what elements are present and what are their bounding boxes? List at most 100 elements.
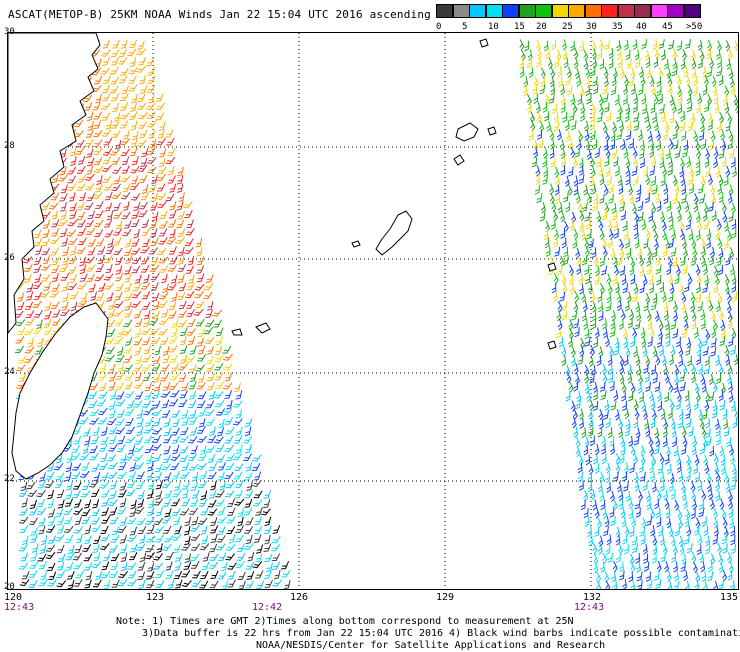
wind-barb <box>141 363 152 372</box>
wind-barb <box>724 274 730 286</box>
wind-barb <box>616 40 622 52</box>
wind-barb <box>110 148 120 156</box>
wind-barb <box>34 237 43 247</box>
wind-barb <box>559 291 566 302</box>
wind-barb <box>210 480 217 491</box>
wind-barb <box>48 202 59 210</box>
wind-barb <box>661 354 667 366</box>
wind-barb <box>73 499 82 508</box>
wind-barb <box>608 228 614 240</box>
wind-barb <box>176 175 184 185</box>
wind-barb <box>197 480 208 489</box>
wind-barb <box>205 363 215 372</box>
wind-barb <box>224 435 234 444</box>
wind-barb <box>19 578 30 587</box>
wind-barb <box>189 409 197 419</box>
wind-barb <box>146 525 155 534</box>
wind-barb <box>608 47 614 59</box>
wind-barb <box>37 553 47 562</box>
wind-barb <box>709 255 714 266</box>
wind-barb <box>152 300 160 311</box>
wind-barb <box>603 184 609 196</box>
wind-barb <box>236 553 246 561</box>
wind-barb <box>718 363 724 375</box>
note-line-1: Note: 1) Times are GMT 2)Times along bot… <box>116 616 574 627</box>
wind-barb <box>728 391 734 403</box>
wind-barb <box>707 173 713 186</box>
wind-barb <box>602 318 607 330</box>
wind-barb <box>138 121 148 129</box>
wind-barb <box>122 328 132 336</box>
wind-barb <box>151 443 162 451</box>
wind-barb <box>36 508 47 516</box>
wind-barb <box>57 499 65 509</box>
wind-barb <box>65 462 73 473</box>
wind-barb <box>251 479 262 488</box>
wind-barb <box>641 93 647 105</box>
wind-barb <box>676 454 682 466</box>
wind-barb <box>17 355 26 364</box>
wind-barb <box>84 202 94 210</box>
wind-barb <box>128 570 137 579</box>
wind-barb <box>634 407 640 420</box>
wind-barb <box>178 246 185 257</box>
wind-barb <box>142 400 152 408</box>
wind-barb <box>549 76 555 88</box>
wind-barb <box>152 355 161 365</box>
wind-barb <box>662 426 668 438</box>
wind-barb <box>228 534 236 544</box>
wind-barb <box>33 310 43 318</box>
wind-barb <box>559 255 565 267</box>
wind-barb <box>109 507 118 516</box>
wind-barb <box>170 274 178 284</box>
wind-barb <box>695 282 701 294</box>
wind-barb <box>137 93 146 103</box>
wind-barb <box>727 498 733 510</box>
wind-barb <box>159 220 168 229</box>
wind-barb <box>120 191 131 200</box>
wind-barb <box>146 507 155 516</box>
wind-barb <box>156 138 166 146</box>
wind-barb <box>206 301 214 311</box>
wind-barb <box>607 237 613 249</box>
wind-barb <box>137 40 145 50</box>
wind-barb <box>631 535 638 546</box>
wind-barb <box>529 111 535 123</box>
wind-barb <box>719 400 726 411</box>
wind-barb <box>168 382 179 390</box>
wind-barb <box>627 364 633 376</box>
wind-barb <box>61 237 68 247</box>
wind-barb <box>727 192 733 204</box>
wind-barb <box>650 507 656 519</box>
wind-barb <box>159 336 169 345</box>
wind-barb <box>194 290 205 299</box>
wind-barb <box>617 103 623 115</box>
wind-barb <box>694 472 700 483</box>
wind-barb <box>108 372 117 382</box>
wind-barb <box>186 281 195 291</box>
wind-barb <box>181 409 189 419</box>
wind-barb <box>121 165 130 174</box>
wind-barb <box>202 552 210 562</box>
wind-barb <box>716 373 722 384</box>
wind-barb <box>116 328 125 338</box>
wind-barb <box>695 139 701 151</box>
wind-barb <box>706 228 712 240</box>
wind-barb <box>696 274 702 286</box>
wind-barb <box>183 246 194 255</box>
wind-barb <box>584 245 590 258</box>
wind-barb <box>129 552 138 561</box>
wind-barb <box>51 272 59 283</box>
wind-barb <box>104 202 113 212</box>
wind-barb <box>679 543 685 556</box>
wind-barb <box>100 102 111 110</box>
wind-barb <box>133 337 143 346</box>
wind-barb <box>625 49 631 60</box>
wind-barb <box>170 462 180 471</box>
wind-barb <box>171 533 182 542</box>
wind-barb <box>170 372 180 381</box>
wind-barb <box>578 220 584 232</box>
wind-barb <box>719 445 725 457</box>
wind-barb <box>550 219 556 230</box>
wind-barb <box>730 400 736 412</box>
